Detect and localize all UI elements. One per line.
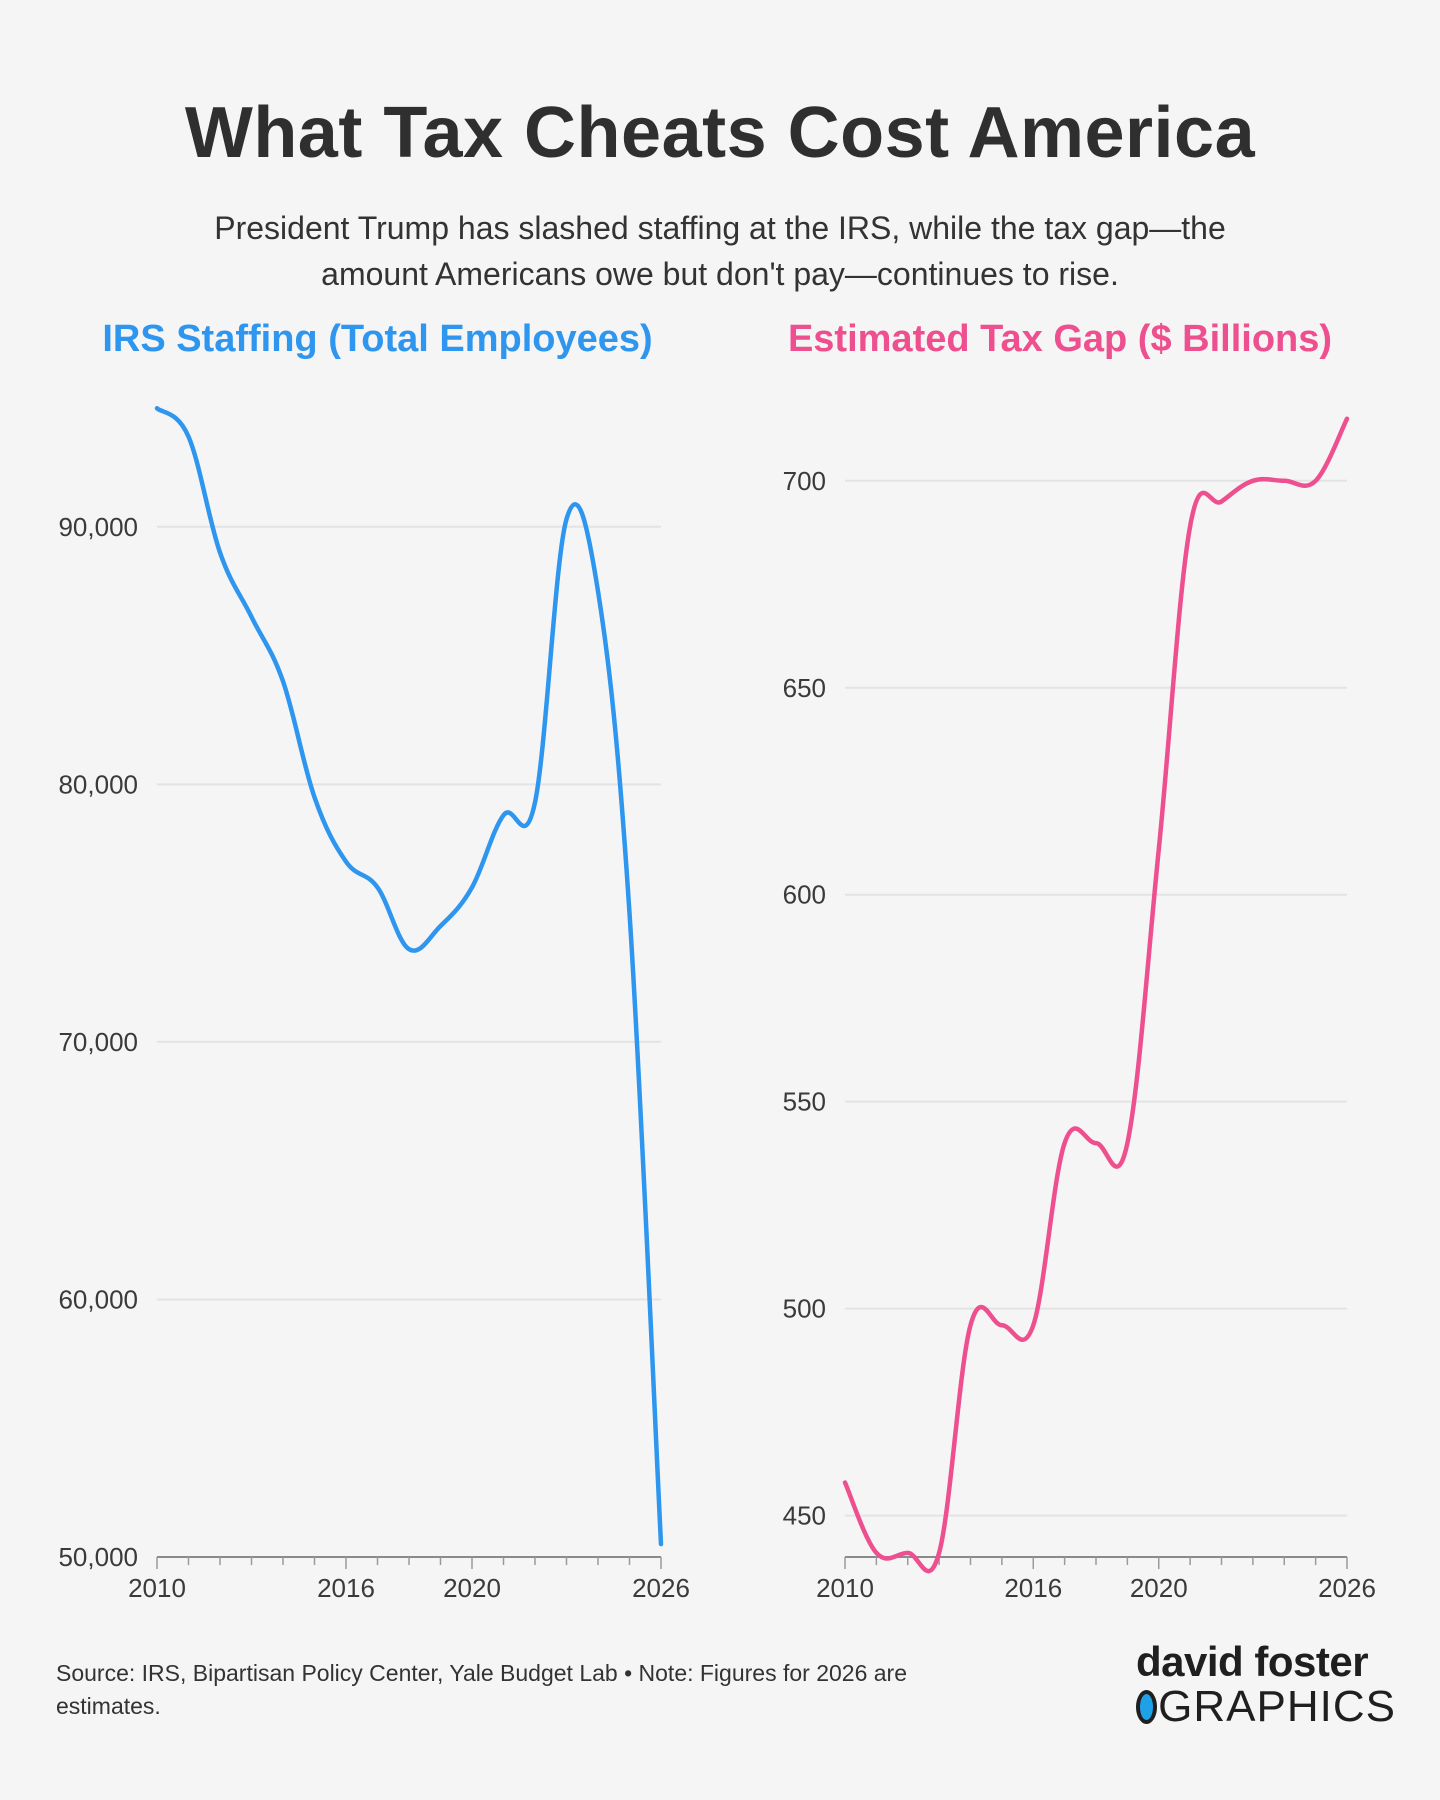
x-tick-label: 2016 xyxy=(317,1573,375,1603)
y-tick-label: 600 xyxy=(783,880,826,910)
logo-line-2: GRAPHICS xyxy=(1158,1682,1396,1731)
y-tick-label: 80,000 xyxy=(58,769,138,799)
tax-gap-panel-title: Estimated Tax Gap ($ Billions) xyxy=(787,318,1333,360)
irs-staffing-chart: 50,000 60,000 70,000 80,000 90,000 2010 2016 20… xyxy=(58,406,690,1603)
x-tick-label: 2020 xyxy=(443,1573,501,1603)
y-tick-label: 90,000 xyxy=(58,512,138,542)
brand-logo: david foster GRAPHICS xyxy=(1136,1640,1396,1730)
y-tick-label: 60,000 xyxy=(58,1284,138,1314)
logo-circle-icon xyxy=(1136,1690,1158,1724)
logo-line-1: david foster xyxy=(1136,1638,1369,1685)
irs-staffing-panel-title: IRS Staffing (Total Employees) xyxy=(102,318,653,360)
source-note: Source: IRS, Bipartisan Policy Center, Y… xyxy=(56,1660,907,1719)
y-tick-label: 70,000 xyxy=(58,1027,138,1057)
logo-line-2-row: GRAPHICS xyxy=(1136,1684,1396,1730)
y-tick-label: 700 xyxy=(783,466,826,496)
x-tick-label: 2026 xyxy=(632,1573,690,1603)
x-tick-label: 2026 xyxy=(1318,1573,1376,1603)
x-tick-label: 2010 xyxy=(816,1573,874,1603)
y-tick-label: 650 xyxy=(783,673,826,703)
y-tick-label: 550 xyxy=(783,1087,826,1117)
series-line xyxy=(154,406,664,1547)
y-tick-label: 50,000 xyxy=(58,1542,138,1572)
x-tick-label: 2016 xyxy=(1004,1573,1062,1603)
tax-gap-chart: 450 500 550 600 650 700 2010 2016 2020 2026 xyxy=(783,416,1376,1603)
chart-subtitle: President Trump has slashed staffing at … xyxy=(214,210,1226,292)
y-tick-label: 450 xyxy=(783,1501,826,1531)
chart-title: What Tax Cheats Cost America xyxy=(184,93,1256,173)
series-line xyxy=(842,416,1350,1574)
x-tick-label: 2010 xyxy=(128,1573,186,1603)
x-tick-label: 2020 xyxy=(1130,1573,1188,1603)
y-tick-label: 500 xyxy=(783,1294,826,1324)
